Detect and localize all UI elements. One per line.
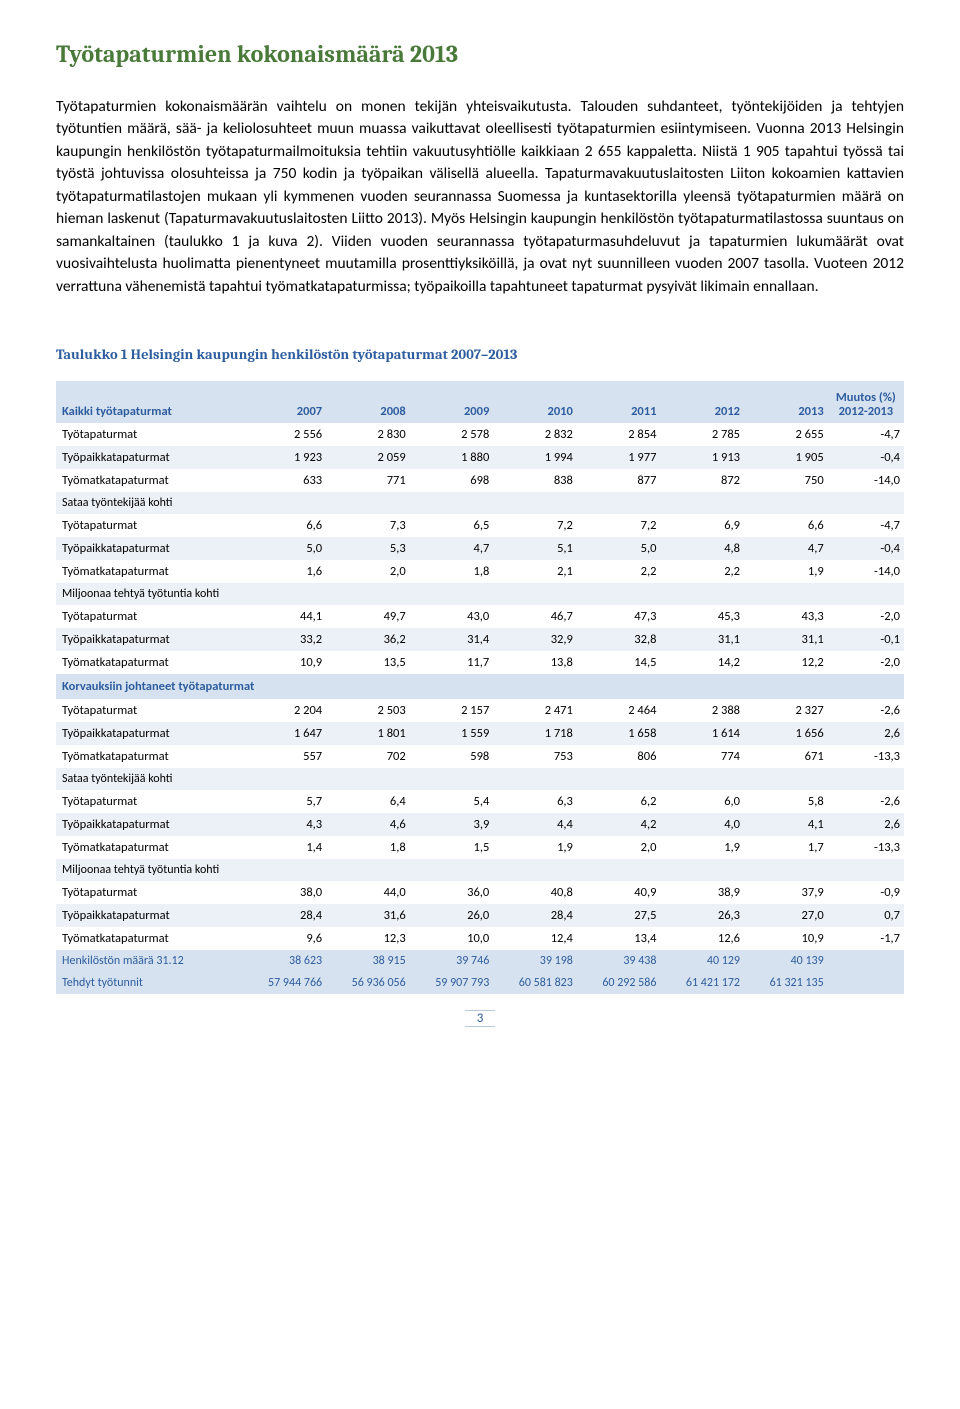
table-row: Työtapaturmat 6,67,36,57,27,26,96,6-4,7 bbox=[56, 514, 904, 537]
body-paragraph: Työtapaturmien kokonaismäärän vaihtelu o… bbox=[56, 96, 904, 298]
table-row: Työmatkatapaturmat 9,612,310,012,413,412… bbox=[56, 927, 904, 950]
table-row: Työmatkatapaturmat 1,62,01,82,12,22,21,9… bbox=[56, 560, 904, 583]
table-row: Työpaikkatapaturmat 1 6471 8011 5591 718… bbox=[56, 722, 904, 745]
sub-label-row: Miljoonaa tehtyä työtuntia kohti bbox=[56, 583, 904, 605]
table-row: Työtapaturmat 38,044,036,040,840,938,937… bbox=[56, 881, 904, 904]
col-2012: 2012 bbox=[660, 381, 744, 423]
table-row: Työpaikkatapaturmat 28,431,626,028,427,5… bbox=[56, 904, 904, 927]
footer-row: Tehdyt työtunnit 57 944 76656 936 05659 … bbox=[56, 972, 904, 994]
page-number: 3 bbox=[465, 1010, 496, 1027]
table-row: Työtapaturmat 5,76,45,46,36,26,05,8-2,6 bbox=[56, 790, 904, 813]
col-change: Muutos (%)2012-2013 bbox=[828, 381, 904, 423]
col-2009: 2009 bbox=[410, 381, 494, 423]
table-row: Työtapaturmat 2 5562 8302 5782 8322 8542… bbox=[56, 423, 904, 446]
col-2008: 2008 bbox=[326, 381, 410, 423]
page-footer: 3 bbox=[56, 1010, 904, 1027]
table-row: Työtapaturmat 44,149,743,046,747,345,343… bbox=[56, 605, 904, 628]
table-caption: Taulukko 1 Helsingin kaupungin henkilöst… bbox=[56, 346, 904, 363]
col-2007: 2007 bbox=[243, 381, 327, 423]
col-label: Kaikki työtapaturmat bbox=[56, 381, 243, 423]
table-row: Työpaikkatapaturmat 4,34,63,94,44,24,04,… bbox=[56, 813, 904, 836]
table-row: Työmatkatapaturmat 633771698838877872750… bbox=[56, 469, 904, 492]
table-row: Työpaikkatapaturmat 1 9232 0591 8801 994… bbox=[56, 446, 904, 469]
table-row: Työtapaturmat 2 2042 5032 1572 4712 4642… bbox=[56, 699, 904, 722]
table-header-row: Kaikki työtapaturmat 2007 2008 2009 2010… bbox=[56, 381, 904, 423]
table-row: Työpaikkatapaturmat 5,05,34,75,15,04,84,… bbox=[56, 537, 904, 560]
page-heading: Työtapaturmien kokonaismäärä 2013 bbox=[56, 40, 904, 68]
table-row: Työpaikkatapaturmat 33,236,231,432,932,8… bbox=[56, 628, 904, 651]
table-row: Työmatkatapaturmat 557702598753806774671… bbox=[56, 745, 904, 768]
data-table: Kaikki työtapaturmat 2007 2008 2009 2010… bbox=[56, 381, 904, 994]
sub-label-row: Miljoonaa tehtyä työtuntia kohti bbox=[56, 859, 904, 881]
sub-label-row: Sataa työntekijää kohti bbox=[56, 768, 904, 790]
table-row: Työmatkatapaturmat 1,41,81,51,92,01,91,7… bbox=[56, 836, 904, 859]
footer-row: Henkilöstön määrä 31.12 38 62338 91539 7… bbox=[56, 950, 904, 972]
table-section-row: Korvauksiin johtaneet työtapaturmat bbox=[56, 674, 904, 699]
col-2010: 2010 bbox=[493, 381, 577, 423]
table-row: Työmatkatapaturmat 10,913,511,713,814,51… bbox=[56, 651, 904, 674]
sub-label-row: Sataa työntekijää kohti bbox=[56, 492, 904, 514]
col-2013: 2013 bbox=[744, 381, 828, 423]
col-2011: 2011 bbox=[577, 381, 661, 423]
